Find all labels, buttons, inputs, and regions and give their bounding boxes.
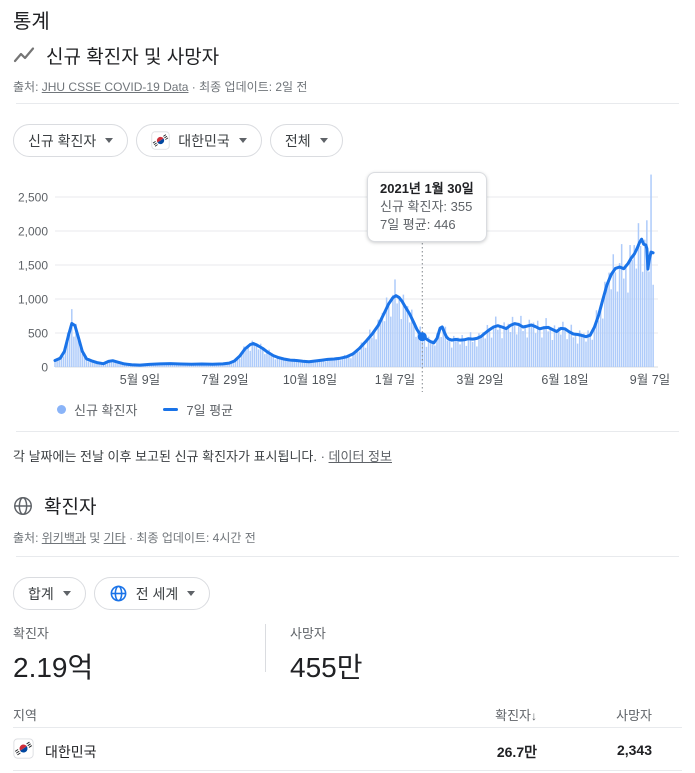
source-updated: · 최종 업데이트: 4시간 전 [125,531,256,545]
note-text: 각 날짜에는 전날 이후 보고된 신규 확진자가 표시됩니다. [13,449,321,464]
chevron-down-icon [187,591,196,596]
source-prefix: 출처: [13,531,42,545]
divider [265,624,266,672]
svg-text:0: 0 [41,361,48,375]
tooltip-avg: 7일 평균: 446 [380,217,456,232]
chevron-down-icon [105,138,114,143]
source-prefix: 출처: [13,80,42,94]
svg-text:2,000: 2,000 [18,225,48,239]
source-line-new-cases: 출처: JHU CSSE COVID-19 Data · 최종 업데이트: 2일… [13,78,307,95]
stat-deaths-value: 455만 [290,652,363,683]
metric-dropdown[interactable]: 신규 확진자 [13,124,129,157]
page-title: 통계 [13,11,50,33]
total-dropdown[interactable]: 합계 [13,577,86,610]
chevron-down-icon [62,591,71,596]
stat-confirmed-value: 2.19억 [13,652,94,683]
svg-text:7월 29일: 7월 29일 [201,373,248,387]
divider [13,770,682,771]
svg-text:3월 29일: 3월 29일 [456,373,503,387]
filter-chips-new-cases: 신규 확진자 대한민국 전체 [13,124,343,157]
chevron-down-icon [238,138,247,143]
country-dropdown[interactable]: 대한민국 [136,124,262,157]
section-new-cases-header: 신규 확진자 및 사망자 [12,42,219,69]
divider [16,556,679,557]
svg-text:9월 7일: 9월 7일 [630,373,670,387]
table-row-cases: 26.7만 [496,744,537,760]
country-dropdown-label: 대한민국 [178,132,230,149]
data-info-link[interactable]: 데이터 정보 [328,449,392,464]
scope-dropdown[interactable]: 전체 [269,124,343,157]
legend-label-avg: 7일 평균 [186,403,234,418]
kr-flag-icon [151,131,170,150]
svg-text:2,500: 2,500 [18,191,48,205]
filter-chips-cases: 합계 전 세계 [13,577,211,610]
table-row-deaths: 2,343 [616,742,652,758]
worldwide-dropdown-label: 전 세계 [135,585,179,602]
section-cases-header: 확진자 [12,492,96,519]
chart-tooltip: 2021년 1월 30일 신규 확진자: 355 7일 평균: 446 [367,172,487,242]
source-line-cases: 출처: 위키백과 및 기타 · 최종 업데이트: 4시간 전 [13,529,256,546]
source-link-wikipedia[interactable]: 위키백과 [41,531,86,545]
chart-legend: 신규 확진자 7일 평균 [57,400,233,419]
divider [13,727,682,728]
tooltip-date: 2021년 1월 30일 [380,181,474,196]
chart-note: 각 날짜에는 전날 이후 보고된 신규 확진자가 표시됩니다. · 데이터 정보 [13,446,392,465]
stat-confirmed-label: 확진자 [13,626,49,641]
svg-text:10월 18일: 10월 18일 [283,373,337,387]
divider [16,103,679,104]
legend-item-avg[interactable]: 7일 평균 [163,400,233,419]
total-dropdown-label: 합계 [28,585,54,602]
table-header-region: 지역 [13,708,37,723]
section-cases-title: 확진자 [44,497,97,518]
source-link-other[interactable]: 기타 [103,531,126,545]
stat-deaths: 사망자 455만 [290,623,362,686]
section-new-cases-title: 신규 확진자 및 사망자 [46,47,220,68]
cases-chart[interactable]: 0 500 1,000 1,500 2,000 2,500 5월 9일 7월 29일 10월 1… [0,165,695,397]
chevron-down-icon [319,138,328,143]
legend-label-new-cases: 신규 확진자 [74,403,138,418]
divider [16,431,679,432]
table-row-region[interactable]: 대한민국 [45,744,97,760]
scope-dropdown-label: 전체 [284,132,311,149]
stat-confirmed: 확진자 2.19억 [13,623,93,686]
svg-text:500: 500 [28,327,48,341]
stat-deaths-label: 사망자 [290,626,326,641]
source-updated: · 최종 업데이트: 2일 전 [188,80,308,94]
legend-dot-swatch [57,405,66,414]
source-mid: 및 [85,531,104,545]
note-separator: · [320,449,329,464]
sort-desc-icon: ↓ [531,709,537,723]
worldwide-dropdown[interactable]: 전 세계 [93,577,211,610]
svg-text:1월 7일: 1월 7일 [375,373,415,387]
tooltip-new-cases: 신규 확진자: 355 [380,199,473,214]
kr-flag-icon [13,738,34,764]
legend-line-swatch [163,408,179,411]
trending-chart-icon [12,44,36,68]
table-header-cases-sort[interactable]: 확진자↓ [397,705,537,724]
svg-text:1,000: 1,000 [18,293,48,307]
svg-text:6월 18일: 6월 18일 [541,373,588,387]
svg-text:5월 9일: 5월 9일 [120,373,160,387]
source-link-jhu[interactable]: JHU CSSE COVID-19 Data [41,80,189,94]
metric-dropdown-label: 신규 확진자 [28,132,97,149]
globe-blue-icon [109,584,128,603]
table-header-deaths: 사망자 [616,708,652,723]
table-header-cases-label: 확진자 [495,708,531,723]
svg-text:1,500: 1,500 [18,259,48,273]
legend-item-new-cases[interactable]: 신규 확진자 [57,400,137,419]
globe-icon [12,495,34,517]
